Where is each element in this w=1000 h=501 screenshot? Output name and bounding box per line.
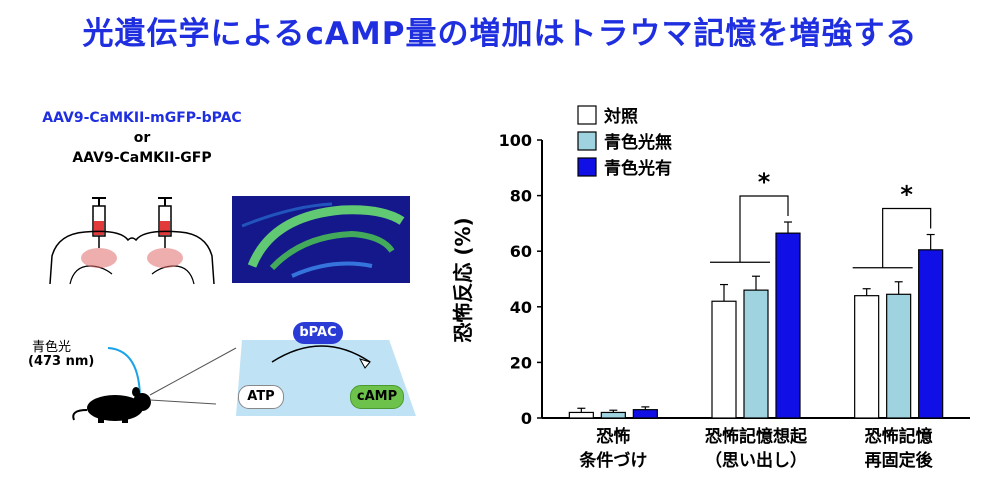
bar: [918, 249, 944, 419]
x-category-label: 恐怖記憶: [865, 426, 933, 447]
virus-construct-1: AAV9-CaMKII-mGFP-bPAC: [42, 110, 242, 126]
x-category-label: （思い出し）: [705, 450, 807, 471]
bar: [886, 293, 912, 419]
significance-star: *: [758, 168, 771, 196]
legend-swatch: [577, 157, 597, 177]
x-category-label: 恐怖記憶想起: [705, 426, 808, 447]
bar: [743, 289, 769, 419]
y-tick-label: 20: [510, 353, 532, 372]
bar: [600, 411, 626, 419]
wavelength-label: (473 nm): [28, 354, 95, 369]
bar: [775, 232, 801, 419]
syringe-icon: [92, 197, 106, 248]
y-axis-label: 恐怖反応 (%): [451, 217, 475, 342]
legend-label: 青色光無: [604, 132, 672, 153]
bpac-node: bPAC: [293, 322, 343, 344]
legend-swatch: [577, 105, 597, 125]
syringe-icon: [158, 197, 172, 248]
bar: [632, 409, 658, 419]
significance-bracket: [882, 207, 932, 268]
virus-construct-2: AAV9-CaMKII-GFP: [72, 150, 212, 166]
bar: [854, 295, 880, 419]
y-tick-label: 100: [499, 131, 532, 150]
significance-star: *: [900, 181, 913, 209]
blue-light-label: 青色光: [32, 340, 72, 355]
bar: [568, 411, 594, 419]
y-tick-label: 60: [510, 242, 532, 261]
bar: [711, 300, 737, 419]
virus-or-label: or: [133, 130, 151, 146]
x-category-label: 再固定後: [865, 450, 934, 471]
atp-node: ATP: [238, 385, 284, 409]
brain-injection-diagram: [49, 197, 215, 285]
y-tick-label: 40: [510, 298, 532, 317]
mouse-icon: [72, 387, 151, 423]
legend-swatch: [577, 131, 597, 151]
legend-label: 青色光有: [604, 158, 672, 179]
legend-label: 対照: [603, 106, 638, 127]
y-tick-label: 80: [510, 187, 532, 206]
y-tick-label: 0: [521, 409, 532, 428]
x-category-label: 恐怖: [596, 426, 630, 447]
page-title: 光遺伝学によるcAMP量の増加はトラウマ記憶を増強する: [82, 16, 918, 52]
camp-node: cAMP: [350, 385, 404, 409]
x-category-label: 条件づけ: [578, 450, 647, 471]
significance-bracket: [739, 195, 789, 263]
hippocampus-microscopy-image: [232, 196, 410, 283]
